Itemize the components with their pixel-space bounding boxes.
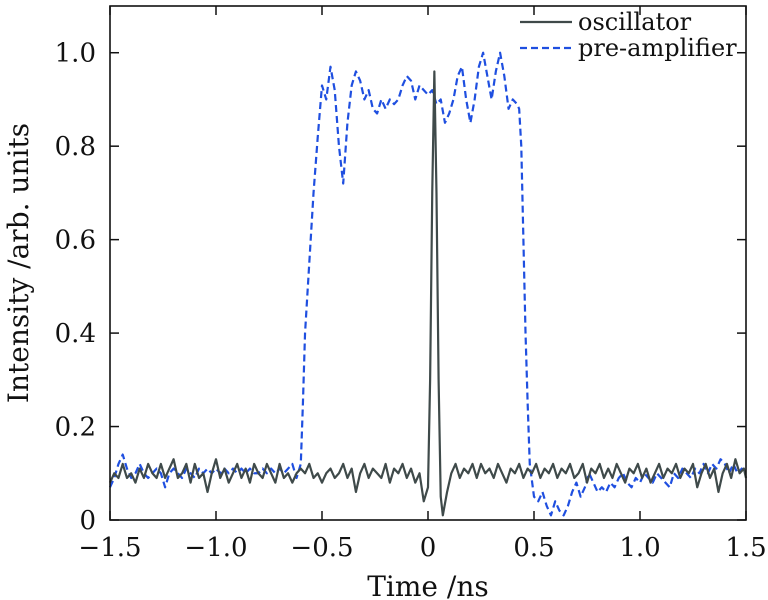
series-layer [108,51,748,517]
x-tick-label: −1.5 [78,533,141,563]
series-line-oscillator [108,70,748,517]
y-tick-label: 0.4 [55,319,96,349]
y-tick-label: 0.8 [55,132,96,162]
y-axis-label: Intensity /arb. units [2,123,35,403]
legend-label: oscillator [578,8,692,36]
x-tick-label: 1.5 [725,533,766,563]
x-tick-label: 0.5 [513,533,554,563]
y-tick-label: 0.6 [55,226,96,256]
x-tick-label: 0 [420,533,437,563]
x-tick-label: 1.0 [619,533,660,563]
x-axis-label: Time /ns [367,570,489,600]
y-tick-label: 0.2 [55,413,96,443]
y-tick-label: 1.0 [55,39,96,69]
ticks-layer: −1.5 −1.0 −0.5 0 0.5 1.0 1.5 0 0.2 0.4 0.6 0.8 1.0 [55,6,767,563]
legend-label: pre-amplifier [578,34,737,62]
x-tick-label: −0.5 [290,533,353,563]
x-tick-label: −1.0 [184,533,247,563]
y-tick-label: 0 [79,506,96,536]
